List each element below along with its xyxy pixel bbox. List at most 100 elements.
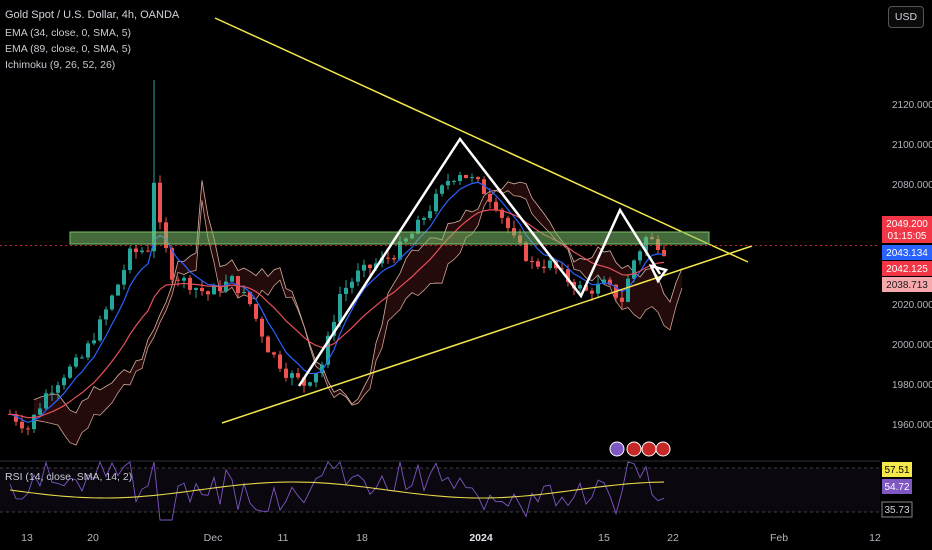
- candle-body: [140, 250, 144, 253]
- event-icon: [609, 441, 625, 457]
- candle-body: [104, 309, 108, 320]
- candle-body: [98, 319, 102, 341]
- candle-body: [314, 373, 318, 383]
- candle-body: [116, 284, 120, 296]
- candle-body: [578, 285, 582, 289]
- candle-body: [80, 357, 84, 359]
- x-tick-label: 12: [869, 532, 881, 544]
- price-label-text: 2043.134: [886, 248, 928, 259]
- x-tick-label: 22: [667, 532, 679, 544]
- projection-arrowhead: [648, 264, 669, 284]
- candle-body: [542, 266, 546, 269]
- candle-body: [32, 414, 36, 430]
- candle-body: [416, 219, 420, 234]
- candle-body: [500, 209, 504, 218]
- x-tick-label: 2024: [469, 532, 493, 544]
- x-tick-label: Dec: [204, 532, 223, 544]
- candle-body: [194, 288, 198, 290]
- drawings-group: [0, 17, 880, 457]
- candle-body: [338, 294, 342, 322]
- candle-body: [398, 241, 402, 260]
- candle-body: [290, 373, 294, 378]
- candle-body: [596, 283, 600, 294]
- candle-body: [368, 264, 372, 269]
- candle-body: [62, 377, 66, 386]
- candle-body: [284, 368, 288, 378]
- candle-body: [110, 295, 114, 310]
- candle-body: [302, 377, 306, 386]
- currency-button[interactable]: USD: [888, 6, 924, 28]
- candle-body: [212, 285, 216, 295]
- candle-body: [626, 278, 630, 302]
- candle-body: [230, 276, 234, 282]
- candle-body: [620, 297, 624, 302]
- price-label-text: 2049.200: [886, 219, 928, 230]
- candle-body: [254, 304, 258, 319]
- candle-body: [428, 211, 432, 218]
- candle-body: [356, 270, 360, 282]
- candle-body: [536, 261, 540, 267]
- candles-group: [8, 80, 666, 436]
- rsi-value-text: 57.51: [884, 465, 909, 476]
- candle-body: [602, 279, 606, 284]
- candle-body: [362, 264, 366, 271]
- event-icon: [655, 441, 671, 457]
- ichimoku-cloud: [33, 180, 683, 446]
- candle-body: [662, 249, 666, 256]
- price-label-bg: [882, 216, 932, 231]
- upper-trendline: [214, 17, 749, 263]
- candle-body: [242, 292, 246, 294]
- candle-body: [86, 343, 90, 358]
- candle-body: [68, 366, 72, 378]
- candle-body: [560, 268, 564, 270]
- candle-body: [146, 250, 150, 252]
- event-icon: [626, 441, 642, 457]
- ichimoku-cloud-area: [34, 180, 682, 446]
- y-tick-label: 2080.000: [892, 180, 932, 191]
- price-label-bg: [882, 261, 932, 276]
- candle-body: [20, 421, 24, 429]
- rsi-value-bg: [881, 501, 913, 518]
- price-label-text: 2038.713: [886, 280, 928, 291]
- candle-body: [344, 287, 348, 295]
- candle-body: [152, 182, 156, 252]
- candle-body: [218, 285, 222, 292]
- rsi-value-text: 54.72: [884, 482, 909, 493]
- candle-body: [656, 239, 660, 250]
- indicator-ichimoku[interactable]: Ichimoku (9, 26, 52, 26): [5, 59, 116, 71]
- ichimoku-span-b: [33, 189, 683, 446]
- rsi-line: [9, 460, 665, 521]
- candle-body: [422, 217, 426, 220]
- candle-body: [266, 336, 270, 353]
- candle-body: [272, 352, 276, 355]
- candle-body: [494, 201, 498, 210]
- candle-body: [92, 340, 96, 344]
- x-tick-label: Feb: [770, 532, 788, 544]
- candle-body: [128, 248, 132, 271]
- indicator-ema-89[interactable]: EMA (89, close, 0, SMA, 5): [5, 43, 132, 55]
- chart-title: Gold Spot / U.S. Dollar, 4h, OANDA: [5, 9, 180, 21]
- candle-body: [638, 251, 642, 261]
- projection-path: [297, 136, 662, 387]
- indicator-ema-34[interactable]: EMA (34, close, 0, SMA, 5): [5, 27, 132, 39]
- candle-body: [482, 179, 486, 194]
- time-axis[interactable]: 13 20 Dec 11 18 2024 15 22 Feb 12: [21, 532, 881, 544]
- candle-body: [530, 260, 534, 262]
- candle-body: [122, 270, 126, 285]
- rsi-ma-line: [9, 481, 665, 499]
- candle-body: [14, 414, 18, 422]
- candle-body: [524, 242, 528, 261]
- candle-body: [488, 193, 492, 202]
- candle-body: [476, 177, 480, 180]
- candle-body: [170, 248, 174, 280]
- candle-body: [176, 279, 180, 281]
- candle-body: [296, 373, 300, 378]
- rsi-label[interactable]: RSI (14, close, SMA, 14, 2): [5, 471, 133, 483]
- candle-body: [50, 392, 54, 394]
- candle-body: [44, 393, 48, 409]
- rsi-pane: 57.51 54.72 35.73: [0, 460, 913, 521]
- y-tick-label: 2100.000: [892, 140, 932, 151]
- y-tick-label: 2120.000: [892, 100, 932, 111]
